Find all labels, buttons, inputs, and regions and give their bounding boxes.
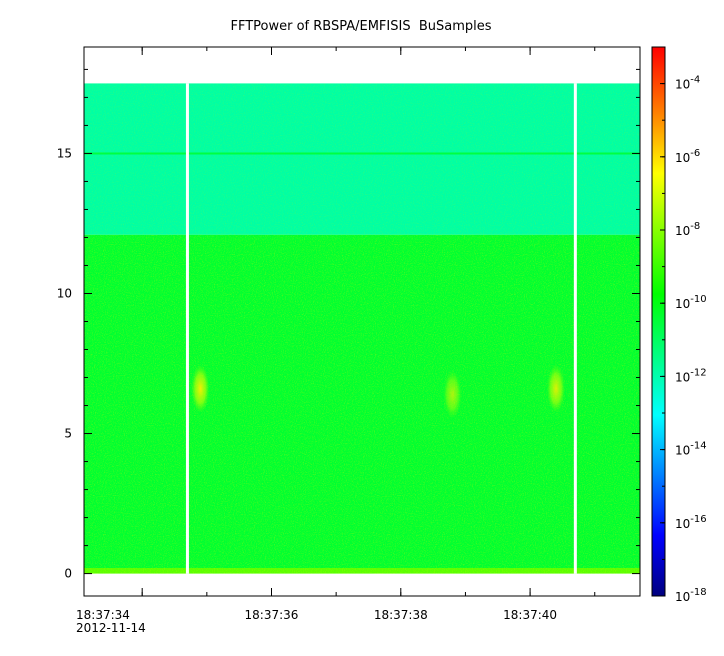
x-tick-label-0: 18:37:34: [76, 608, 130, 622]
chart-title: FFTPower of RBSPA/EMFISIS BuSamples: [230, 19, 491, 34]
burst-1: [443, 370, 462, 419]
y-tick-label-0: 0: [64, 567, 72, 581]
colorbar-tick-label-1: 10-6: [675, 148, 700, 165]
power-band-speckle-0: [84, 567, 640, 574]
colorbar-axis: 10-4 10-6 10-8 10-10 10-12 10-14 10-16 10-18: [660, 46, 707, 604]
burst-2: [546, 364, 565, 413]
colorbar-tick-label-3: 10-10: [675, 294, 707, 311]
colorbar-tick-label-0: 10-4: [675, 75, 700, 92]
power-band-speckle-1: [84, 234, 640, 568]
burst-0: [191, 364, 210, 413]
data-gap-1: [573, 83, 577, 574]
colorbar-tick-label-2: 10-8: [675, 221, 700, 238]
power-band-speckle-2: [84, 83, 640, 235]
y-tick-label-3: 15: [57, 146, 72, 160]
data-gap-0: [185, 83, 189, 574]
colorbar-tick-label-5: 10-14: [675, 441, 707, 458]
colorbar: [651, 46, 666, 597]
spectrogram-plot: [84, 83, 640, 574]
y-axis: 0 5 10 15: [57, 68, 640, 581]
y-tick-label-2: 10: [57, 286, 72, 300]
x-tick-label-2: 18:37:38: [374, 608, 428, 622]
colorbar-tick-label-4: 10-12: [675, 367, 707, 384]
y-tick-label-1: 5: [64, 427, 72, 441]
x-axis: 18:37:34 18:37:36 18:37:38 18:37:40: [76, 47, 596, 622]
colorbar-tick-label-6: 10-16: [675, 514, 707, 531]
colorbar-tick-label-7: 10-18: [675, 587, 707, 604]
x-date-label: 2012-11-14: [76, 621, 146, 635]
x-tick-label-1: 18:37:36: [245, 608, 299, 622]
x-tick-label-3: 18:37:40: [503, 608, 557, 622]
